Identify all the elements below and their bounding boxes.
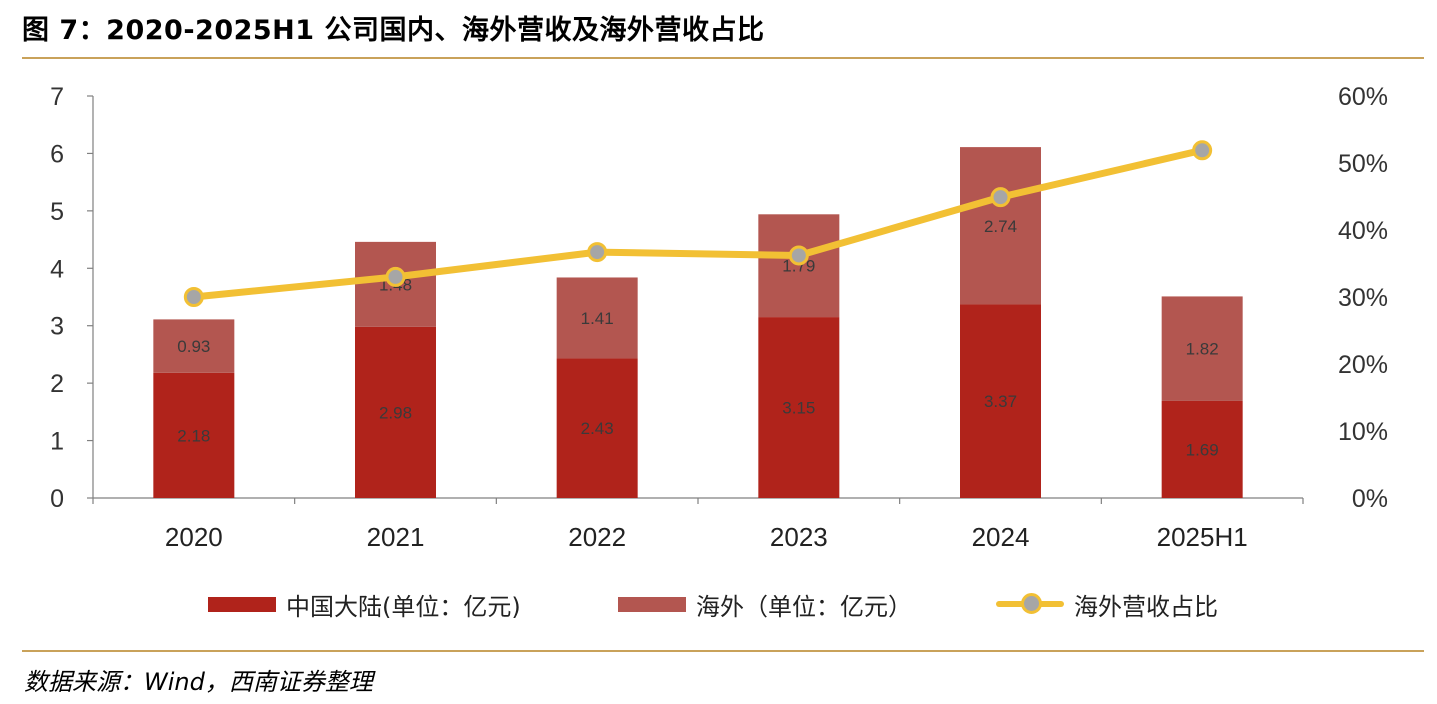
bottom-rule — [22, 650, 1424, 652]
bar-domestic — [758, 317, 840, 498]
legend-item-ratio: 海外营收占比 — [996, 586, 1218, 622]
data-label-domestic: 2.43 — [581, 419, 614, 438]
ratio-line — [190, 146, 1206, 301]
bar-domestic — [556, 358, 638, 498]
source-note: 数据来源：Wind，西南证券整理 — [24, 668, 373, 696]
chart-title: 图 7：2020-2025H1 公司国内、海外营收及海外营收占比 — [22, 15, 765, 46]
bar-overseas — [556, 277, 638, 359]
x-tick-label: 2022 — [568, 522, 626, 552]
legend-label-domestic: 中国大陆(单位：亿元) — [286, 592, 521, 621]
bar-domestic — [960, 304, 1041, 498]
ratio-marker — [183, 287, 204, 307]
legend-swatch-overseas — [618, 596, 686, 612]
ratio-marker — [587, 242, 608, 263]
data-label-domestic: 2.98 — [379, 403, 412, 422]
bar-domestic — [153, 372, 235, 498]
data-label-overseas: 1.79 — [782, 257, 815, 276]
bar-overseas — [960, 147, 1041, 305]
bar-overseas — [1161, 296, 1243, 401]
x-tick-label: 2020 — [165, 522, 223, 552]
y2-tick-label: 50% — [1338, 150, 1388, 178]
data-label-overseas: 1.82 — [1186, 340, 1219, 359]
y2-tick-label: 30% — [1338, 284, 1388, 312]
y-tick-label: 7 — [50, 83, 64, 111]
ratio-marker — [385, 266, 406, 287]
y-tick-label: 4 — [50, 255, 64, 283]
legend-label-ratio: 海外营收占比 — [1074, 592, 1218, 621]
ratio-marker — [990, 187, 1011, 208]
y-tick-label: 3 — [50, 313, 64, 341]
y-tick-label: 1 — [50, 428, 64, 456]
data-label-overseas: 1.41 — [581, 309, 614, 328]
ratio-marker — [1192, 140, 1213, 161]
legend-swatch-domestic — [208, 596, 276, 612]
top-rule — [22, 57, 1424, 59]
y-tick-label: 6 — [50, 140, 64, 168]
data-label-overseas: 2.74 — [984, 217, 1017, 236]
data-label-domestic: 2.18 — [177, 426, 210, 445]
legend-line-ratio — [996, 593, 1064, 614]
y-tick-label: 5 — [50, 198, 64, 226]
x-tick-label: 2025H1 — [1157, 522, 1248, 552]
ratio-marker — [788, 245, 809, 266]
data-label-overseas: 0.93 — [177, 337, 210, 356]
x-tick-label: 2023 — [770, 522, 828, 552]
y2-tick-label: 10% — [1338, 418, 1388, 446]
legend: 中国大陆(单位：亿元) 海外（单位：亿元） 海外营收占比 — [0, 586, 1437, 622]
legend-label-overseas: 海外（单位：亿元） — [696, 592, 912, 621]
y2-tick-label: 40% — [1338, 217, 1388, 245]
legend-line-marker — [1021, 593, 1042, 614]
y-tick-label: 2 — [50, 370, 64, 398]
data-label-domestic: 1.69 — [1186, 440, 1219, 459]
bar-domestic — [1161, 400, 1243, 498]
data-label-domestic: 3.15 — [782, 399, 815, 418]
x-tick-label: 2024 — [972, 522, 1030, 552]
legend-item-domestic: 中国大陆(单位：亿元) — [208, 586, 521, 622]
y-tick-label: 0 — [50, 485, 64, 513]
bar-overseas — [758, 214, 840, 318]
y2-tick-label: 20% — [1338, 351, 1388, 379]
legend-item-overseas: 海外（单位：亿元） — [618, 586, 912, 622]
data-label-domestic: 3.37 — [984, 392, 1017, 411]
bar-domestic — [355, 326, 436, 498]
bar-overseas — [153, 319, 235, 373]
y2-tick-label: 0% — [1352, 485, 1388, 513]
chart-canvas: 0 1 2 3 4 5 6 7 0% 10% 20% 30% 40% 50% 60% 2.18 0.93 2020… — [50, 83, 1388, 552]
x-tick-label: 2021 — [367, 522, 425, 552]
y2-tick-label: 60% — [1338, 83, 1388, 111]
